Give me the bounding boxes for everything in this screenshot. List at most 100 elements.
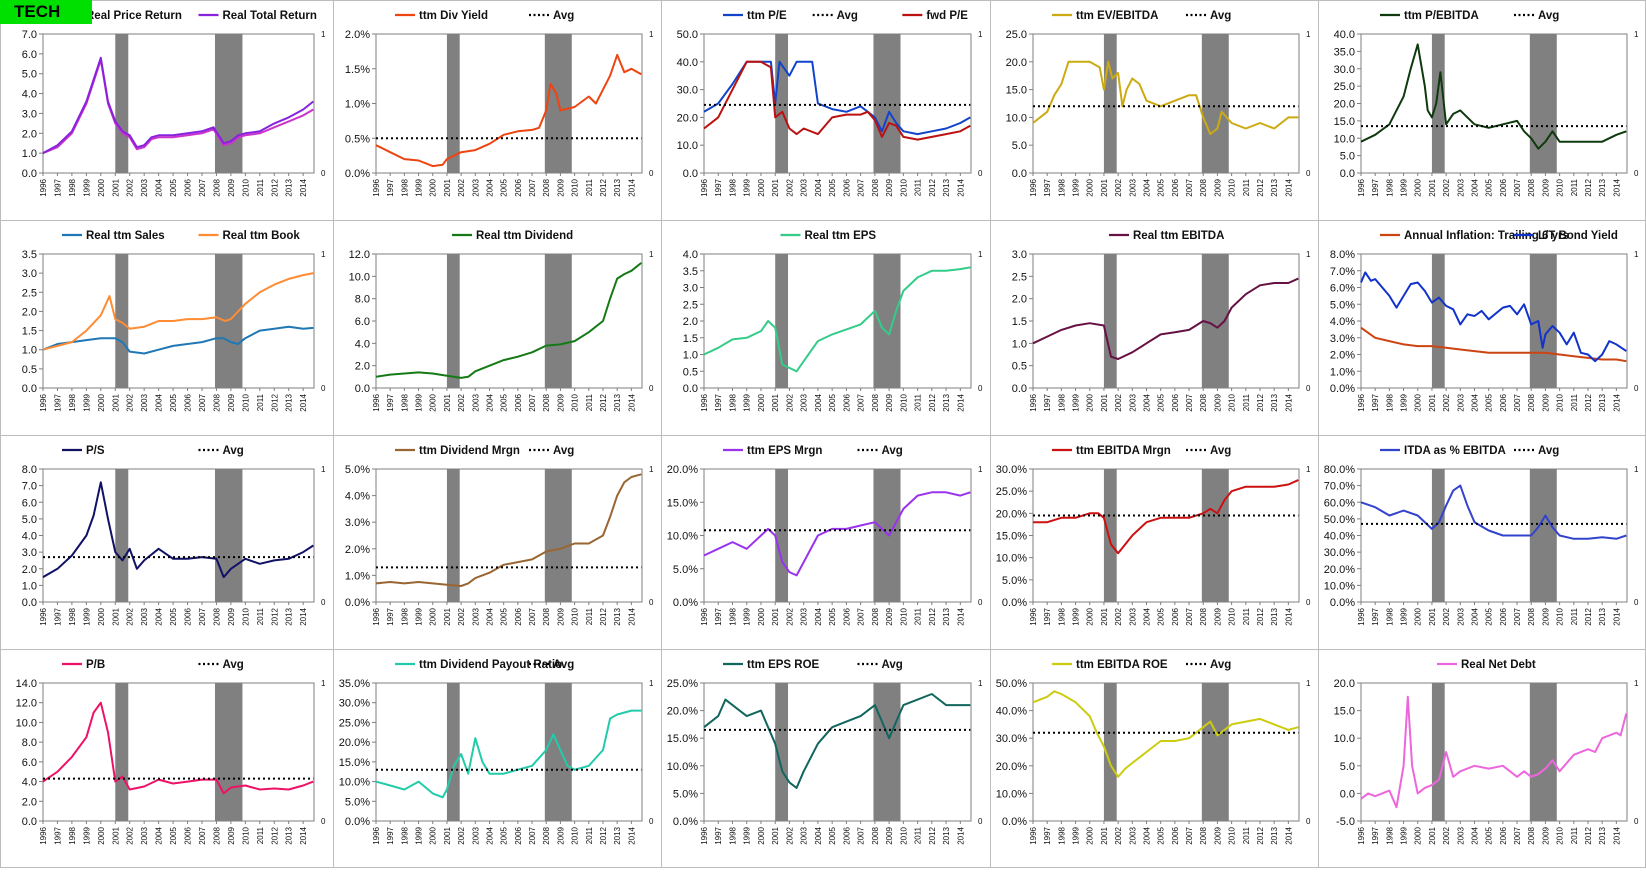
x-tick-label: 2004 <box>155 178 164 196</box>
y-tick-label: 1.5 <box>1012 316 1027 328</box>
secondary-axis-label: 1 <box>321 30 326 39</box>
y-tick-label: 4.0 <box>22 89 37 101</box>
y-tick-label: 5.0% <box>345 796 370 808</box>
recession-band <box>1529 34 1557 173</box>
recession-band <box>544 469 572 602</box>
x-tick-label: 2001 <box>111 178 120 196</box>
x-tick-label: 2007 <box>857 178 866 196</box>
x-tick-label: 2009 <box>1213 826 1222 844</box>
y-tick-label: 2.0 <box>1012 294 1027 306</box>
x-tick-label: 2010 <box>241 826 250 844</box>
x-tick-label: 2002 <box>126 393 135 411</box>
x-tick-label: 2003 <box>140 178 149 196</box>
y-tick-label: 35.0% <box>339 678 370 690</box>
x-tick-label: 1996 <box>39 826 48 844</box>
x-tick-label: 1999 <box>82 393 91 411</box>
y-tick-label: 15.0 <box>1334 116 1355 128</box>
x-tick-label: 1996 <box>372 826 381 844</box>
y-tick-label: 15.0 <box>1334 706 1355 718</box>
x-tick-label: 2009 <box>556 826 565 844</box>
x-tick-label: 2006 <box>514 607 523 625</box>
y-tick-label: 10.0 <box>1006 112 1027 124</box>
y-tick-label: 50.0% <box>996 678 1027 690</box>
plot-area <box>703 682 972 822</box>
x-tick-label: 2003 <box>1456 607 1465 625</box>
x-tick-label: 2004 <box>814 607 823 625</box>
recession-band <box>775 469 789 602</box>
y-tick-label: 5.0% <box>673 564 698 576</box>
x-tick-label: 2014 <box>299 178 308 196</box>
x-tick-label: 2005 <box>828 607 837 625</box>
y-tick-label: 0.0% <box>1002 597 1027 609</box>
x-tick-label: 2000 <box>757 607 766 625</box>
secondary-axis-label: 0 <box>649 169 654 178</box>
chart-panel: Real Net Debt -5.0 0.0 5.0 10.0 15.0 20.0 0 1 199… <box>1334 659 1639 845</box>
plot-area <box>1032 468 1300 603</box>
y-tick-label: 0.0% <box>345 597 370 609</box>
y-tick-label: 2.5 <box>683 299 698 311</box>
x-tick-label: 2008 <box>212 393 221 411</box>
y-tick-label: -5.0 <box>1336 816 1355 828</box>
y-tick-label: 20.0% <box>667 464 698 476</box>
x-tick-label: 1996 <box>1029 607 1038 625</box>
recession-band <box>115 683 129 821</box>
y-tick-label: 10.0% <box>667 761 698 773</box>
legend-label: ttm Dividend Mrgn <box>419 445 520 457</box>
y-tick-label: 8.0 <box>355 294 370 306</box>
x-tick-label: 2007 <box>198 178 207 196</box>
x-tick-label: 2006 <box>184 393 193 411</box>
plot-area <box>703 33 972 174</box>
series-line <box>1360 326 1627 363</box>
secondary-axis-label: 0 <box>1306 598 1311 607</box>
x-tick-label: 2009 <box>227 178 236 196</box>
x-tick-label: 2012 <box>928 826 937 844</box>
x-tick-label: 2012 <box>1256 607 1265 625</box>
y-tick-label: 4.0% <box>1330 316 1355 328</box>
x-tick-label: 2003 <box>800 178 809 196</box>
legend-label: Avg <box>1538 445 1559 457</box>
plot-area <box>42 33 315 174</box>
x-tick-label: 2001 <box>1100 607 1109 625</box>
plot-area <box>42 253 315 389</box>
series-line <box>375 709 642 799</box>
x-tick-label: 2010 <box>899 178 908 196</box>
x-tick-label: 2014 <box>1284 393 1293 411</box>
y-tick-label: 7.0 <box>22 481 37 493</box>
y-tick-label: 1.0 <box>22 345 37 357</box>
x-tick-label: 2011 <box>256 607 265 625</box>
recession-band <box>1529 683 1557 821</box>
secondary-axis-label: 1 <box>321 465 326 474</box>
series-line <box>42 481 314 579</box>
x-tick-label: 2002 <box>1114 178 1123 196</box>
x-tick-label: 2008 <box>542 178 551 196</box>
x-tick-label: 2000 <box>1086 607 1095 625</box>
plot-area <box>42 682 315 822</box>
x-tick-label: 1996 <box>372 393 381 411</box>
x-tick-label: 2008 <box>1527 178 1536 196</box>
x-tick-label: 1999 <box>1072 607 1081 625</box>
recession-band <box>1103 469 1117 602</box>
y-tick-label: 10.0% <box>996 788 1027 800</box>
x-tick-label: 1998 <box>68 178 77 196</box>
x-tick-label: 2002 <box>1442 607 1451 625</box>
y-tick-label: 1.5 <box>22 326 37 338</box>
plot-area <box>375 468 643 603</box>
x-tick-label: 2010 <box>571 607 580 625</box>
secondary-axis-label: 1 <box>978 250 983 259</box>
legend-label: Avg <box>553 659 574 671</box>
x-tick-label: 2009 <box>556 393 565 411</box>
x-tick-label: 2012 <box>270 178 279 196</box>
legend-label: ttm P/EBITDA <box>1404 10 1479 22</box>
x-tick-label: 2012 <box>270 826 279 844</box>
y-tick-label: 1.0 <box>1012 338 1027 350</box>
x-tick-label: 2006 <box>1499 393 1508 411</box>
plot-area <box>1360 468 1628 603</box>
y-tick-label: 10.0 <box>349 271 370 283</box>
chart-panel: Real Price Return Real Total Return 0.0 1.0… <box>22 10 326 197</box>
x-tick-label: 2001 <box>111 393 120 411</box>
series-line <box>42 56 314 154</box>
secondary-axis-label: 1 <box>649 679 654 688</box>
x-tick-label: 2005 <box>1157 178 1166 196</box>
x-tick-label: 2010 <box>899 393 908 411</box>
